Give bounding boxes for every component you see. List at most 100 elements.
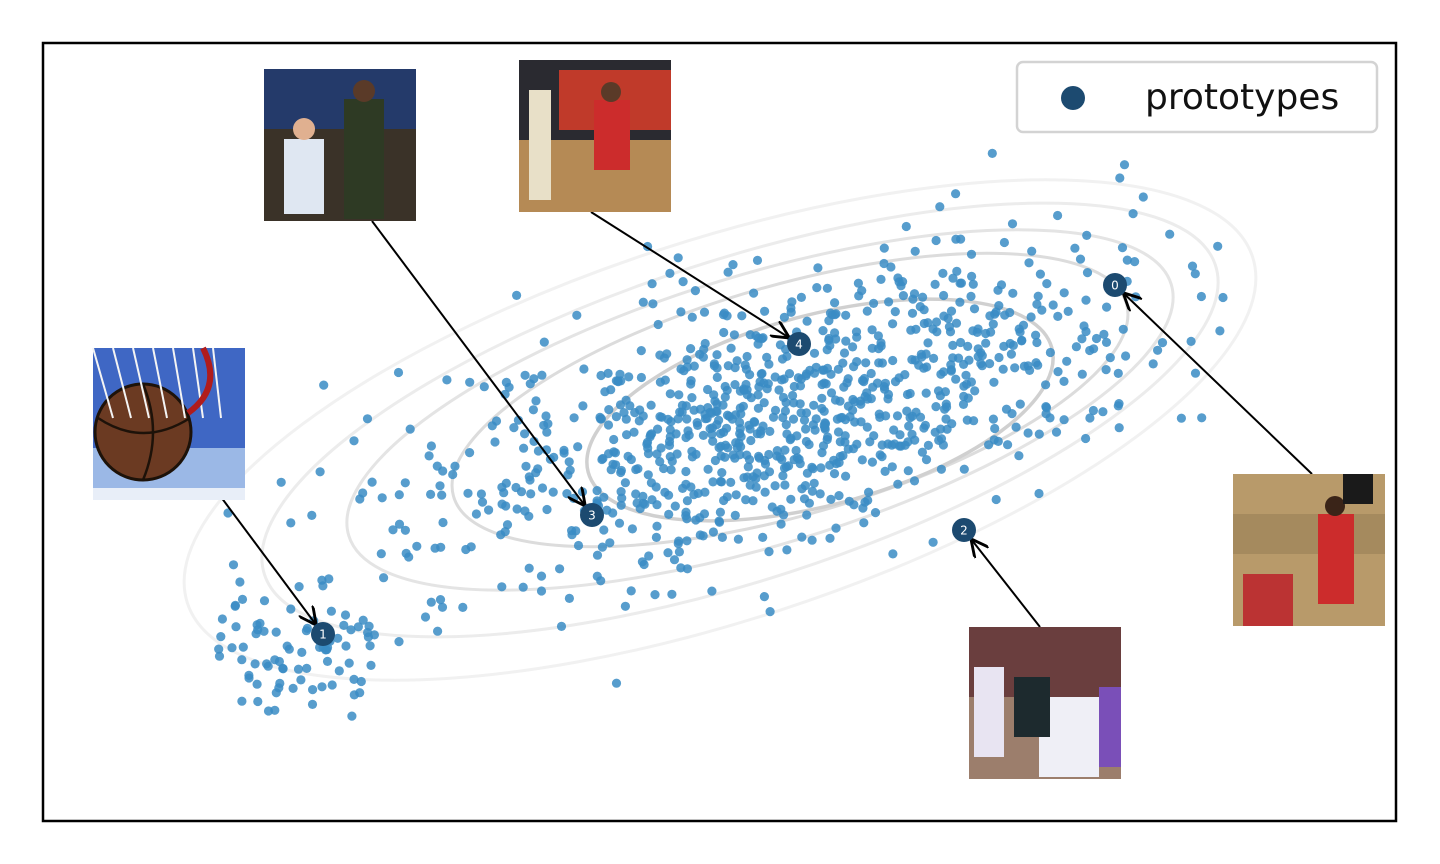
data-point [848,342,858,352]
data-point [1005,338,1015,349]
data-point [848,444,859,454]
data-point [288,683,298,694]
data-point [1186,336,1196,346]
data-point [1118,324,1128,334]
data-point [775,340,786,350]
data-point [667,589,677,599]
data-point [270,705,280,715]
data-point [730,453,740,463]
data-point [968,279,978,289]
data-point [840,437,850,447]
data-point [830,328,840,338]
density-contour [260,201,1220,639]
data-point [442,375,452,385]
data-point [985,359,995,369]
prototype-thumbnails [92,60,1385,779]
data-point [237,696,247,706]
data-point [748,472,758,482]
data-point [448,469,458,480]
data-point [886,262,896,272]
data-point [802,316,812,326]
data-point [793,373,804,383]
data-point [700,338,710,349]
data-point [603,420,614,430]
data-point [841,310,851,320]
arrow-to-prototype-2 [972,540,1041,628]
arrow-to-prototype-0 [1124,294,1313,475]
data-point [1082,268,1093,278]
data-point [893,273,903,283]
data-point [951,374,961,384]
data-point [760,455,770,466]
data-point [1042,279,1052,289]
data-point [768,412,779,422]
data-point [928,537,938,547]
data-point [1196,291,1206,302]
data-point [1128,209,1138,219]
data-point [496,530,506,540]
data-point [250,659,260,669]
data-point [708,527,719,537]
data-point [732,356,742,366]
data-point [987,148,997,158]
data-point [956,337,966,348]
data-point [910,435,920,445]
data-point [976,359,986,369]
data-point [866,368,876,379]
data-point [826,388,837,398]
data-point [859,377,869,387]
data-point [883,394,893,404]
data-point [676,307,686,317]
data-point [834,491,844,501]
data-point [1213,241,1223,251]
data-point [831,309,841,319]
data-point [1037,305,1047,315]
data-point [606,465,616,475]
data-point [573,540,584,551]
data-point [825,533,835,543]
data-point [752,255,763,265]
data-point [933,386,944,396]
legend-box [1015,60,1379,134]
data-point [644,551,654,561]
data-point [238,642,248,652]
data-point [660,375,670,385]
data-point [573,442,583,452]
data-point [520,370,530,380]
data-point [1215,326,1225,336]
data-point [1034,429,1044,439]
data-point [512,504,522,514]
data-point [308,685,318,695]
data-point [682,536,692,546]
data-point [746,435,756,446]
data-point [948,353,958,363]
data-point [1101,365,1111,375]
data-point [617,493,627,503]
data-point [852,332,862,342]
data-point [349,674,359,685]
data-point [569,413,579,423]
scatter-points [214,148,1228,721]
data-point [1081,295,1091,305]
data-point [564,457,574,467]
data-point [651,532,662,543]
data-point [879,258,889,269]
data-point [675,407,685,417]
data-point [888,355,898,366]
data-point [231,622,241,632]
data-point [939,290,949,301]
data-point [936,464,947,474]
data-point [759,592,770,602]
data-point [973,324,983,334]
data-point [879,243,889,253]
data-point [942,424,952,434]
data-point [991,494,1001,505]
data-point [1130,257,1140,267]
data-point [1190,269,1200,279]
arrow-to-prototype-3 [371,220,584,505]
data-point [717,468,727,478]
data-point [1003,440,1013,450]
data-point [616,465,627,476]
data-point [657,412,667,422]
data-point [665,268,675,278]
